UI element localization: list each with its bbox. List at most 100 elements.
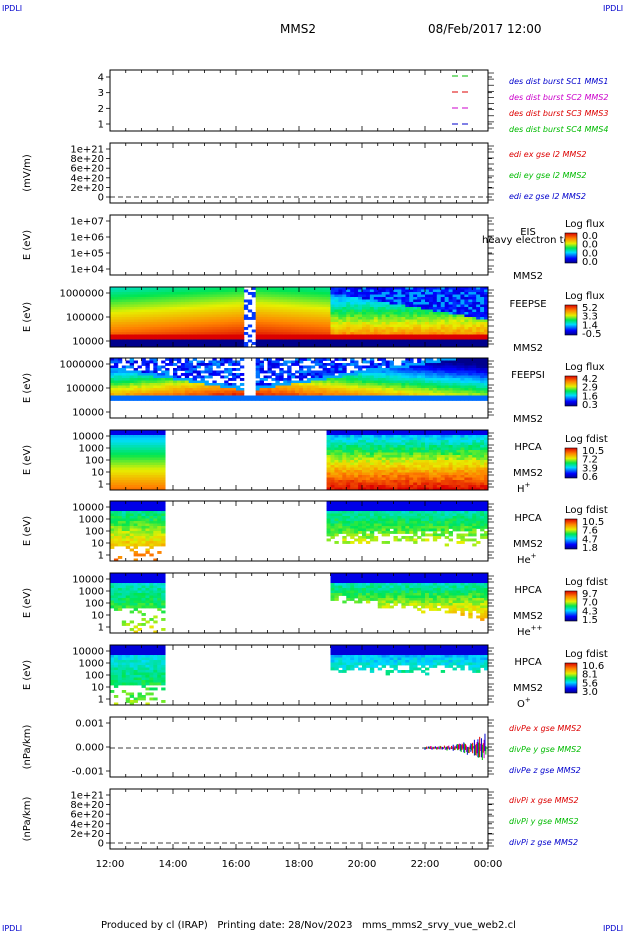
y-tick-label: 0	[98, 193, 104, 204]
overlay-text: heavy electron to	[482, 235, 570, 246]
legend-entry: divPe x gse MMS2	[509, 724, 581, 733]
burst-frame	[109, 69, 489, 132]
colorbar	[564, 447, 578, 479]
legend-entry: edi ex gse l2 MMS2	[509, 150, 587, 159]
legend-entry: des dist burst SC3 MMS3	[509, 109, 608, 118]
y-tick-label: 0.001	[75, 719, 104, 730]
y-tick-label: 100000	[66, 313, 104, 324]
y-tick-label: 1000	[79, 444, 104, 455]
legend-entry: edi ey gse l2 MMS2	[509, 171, 587, 180]
y-tick-label: 3	[98, 88, 104, 99]
species-label: He+	[517, 552, 537, 566]
colorbar-title: Log fdist	[565, 505, 608, 516]
colorbar	[564, 304, 578, 336]
panel-feepsi: 1000000 100000 10000 E (eV) FEEPSI MMS2 Log fl…	[22, 357, 605, 425]
y-tick-label: 1000	[79, 659, 104, 670]
x-tick-label: 12:00	[96, 859, 125, 870]
instrument-label: HPCA	[514, 657, 542, 668]
panel-burst: 4 3 2 1 des dist burst SC1 MMS1 des dist burs…	[98, 69, 608, 134]
x-tick-label: 20:00	[348, 859, 377, 870]
y-tick-label: 1	[98, 551, 104, 562]
y-axis-label: (nPa/km)	[22, 797, 33, 842]
x-tick-label: 16:00	[222, 859, 251, 870]
spacecraft-label: MMS2	[513, 683, 543, 694]
colorbar-tick-label: 7.6	[582, 526, 598, 537]
colorbar-tick-label: 0.0	[582, 248, 598, 259]
spacecraft-label: MMS2	[513, 611, 543, 622]
x-tick-label: 00:00	[474, 859, 503, 870]
colorbar-tick-label: 8.1	[582, 670, 598, 681]
instrument-label: FEEPSI	[511, 370, 545, 381]
colorbar-tick-label: 10.6	[582, 661, 604, 672]
colorbar-tick-label: 3.0	[582, 687, 598, 698]
colorbar-tick-label: 4.3	[582, 606, 598, 617]
y-tick-label: 10000	[72, 575, 104, 586]
colorbar-tick-label: 10.5	[582, 446, 604, 457]
instrument-label: HPCA	[514, 442, 542, 453]
y-tick-label: 2e+20	[70, 183, 104, 194]
y-tick-label: 10000	[72, 647, 104, 658]
y-tick-label: 10000	[72, 503, 104, 514]
species-label: He++	[517, 624, 543, 638]
y-tick-label: 1	[98, 695, 104, 706]
legend-entry: des dist burst SC4 MMS4	[509, 125, 608, 134]
colorbar	[564, 232, 578, 264]
y-axis-label: E (eV)	[22, 588, 33, 618]
colorbar-tick-label: 0.3	[582, 400, 598, 411]
y-tick-label: 2	[98, 104, 104, 115]
colorbar-tick-label: 2.9	[582, 383, 598, 394]
corner-label-bottom-right: IPDLI	[603, 924, 624, 933]
y-tick-label: 1e+21	[70, 145, 104, 156]
y-tick-label: 10000	[72, 432, 104, 443]
eis-frame	[109, 214, 489, 276]
colorbar-tick-label: 4.7	[582, 534, 598, 545]
colorbar-tick-label: 10.5	[582, 517, 604, 528]
footer-text: Produced by cl (IRAP) Printing date: 28/…	[101, 920, 516, 931]
colorbar-tick-label: 3.9	[582, 463, 598, 474]
x-tick-label: 14:00	[159, 859, 188, 870]
colorbar-tick-label: 1.4	[582, 320, 598, 331]
colorbar-tick-label: 0.0	[582, 257, 598, 268]
colorbar-tick-label: 0.6	[582, 472, 598, 483]
y-tick-label: 8e+20	[70, 154, 104, 165]
y-tick-label: 4e+20	[70, 819, 104, 830]
colorbar-tick-label: -0.5	[582, 329, 602, 340]
y-tick-label: 100	[85, 527, 104, 538]
y-tick-label: 100	[85, 456, 104, 467]
y-axis-label: (mV/m)	[22, 154, 33, 192]
x-tick-label: 18:00	[285, 859, 314, 870]
corner-label-top-right: IPDLI	[603, 4, 624, 13]
spacecraft-label: MMS2	[513, 539, 543, 550]
x-tick-label: 22:00	[411, 859, 440, 870]
corner-label-bottom-left: IPDLI	[2, 924, 23, 933]
y-tick-label: -0.001	[72, 767, 104, 778]
y-tick-label: 8e+20	[70, 800, 104, 811]
y-tick-label: 6e+20	[70, 164, 104, 175]
spacecraft-label: MMS2	[513, 343, 543, 354]
colorbar	[564, 662, 578, 694]
colorbar-tick-label: 9.7	[582, 589, 598, 600]
y-axis-label: (nPa/km)	[22, 725, 33, 770]
y-tick-label: 10	[91, 683, 104, 694]
spacecraft-label: MMS2	[513, 468, 543, 479]
colorbar-title: Log flux	[565, 291, 605, 302]
y-tick-label: 100	[85, 599, 104, 610]
y-tick-label: 1e+04	[70, 265, 104, 276]
corner-label-top-left: IPDLI	[2, 4, 23, 13]
y-tick-label: 1	[98, 480, 104, 491]
edi-frame	[109, 142, 489, 204]
instrument-label: HPCA	[514, 585, 542, 596]
y-tick-label: 10	[91, 539, 104, 550]
spacecraft-label: MMS2	[513, 414, 543, 425]
y-tick-label: 100	[85, 671, 104, 682]
colorbar-tick-label: 7.0	[582, 598, 598, 609]
header-date-time: 08/Feb/2017 12:00	[428, 22, 542, 36]
species-label: H+	[517, 481, 531, 495]
y-tick-label: 4	[98, 73, 104, 84]
y-tick-label: 1	[98, 120, 104, 131]
y-tick-label: 2e+20	[70, 829, 104, 840]
